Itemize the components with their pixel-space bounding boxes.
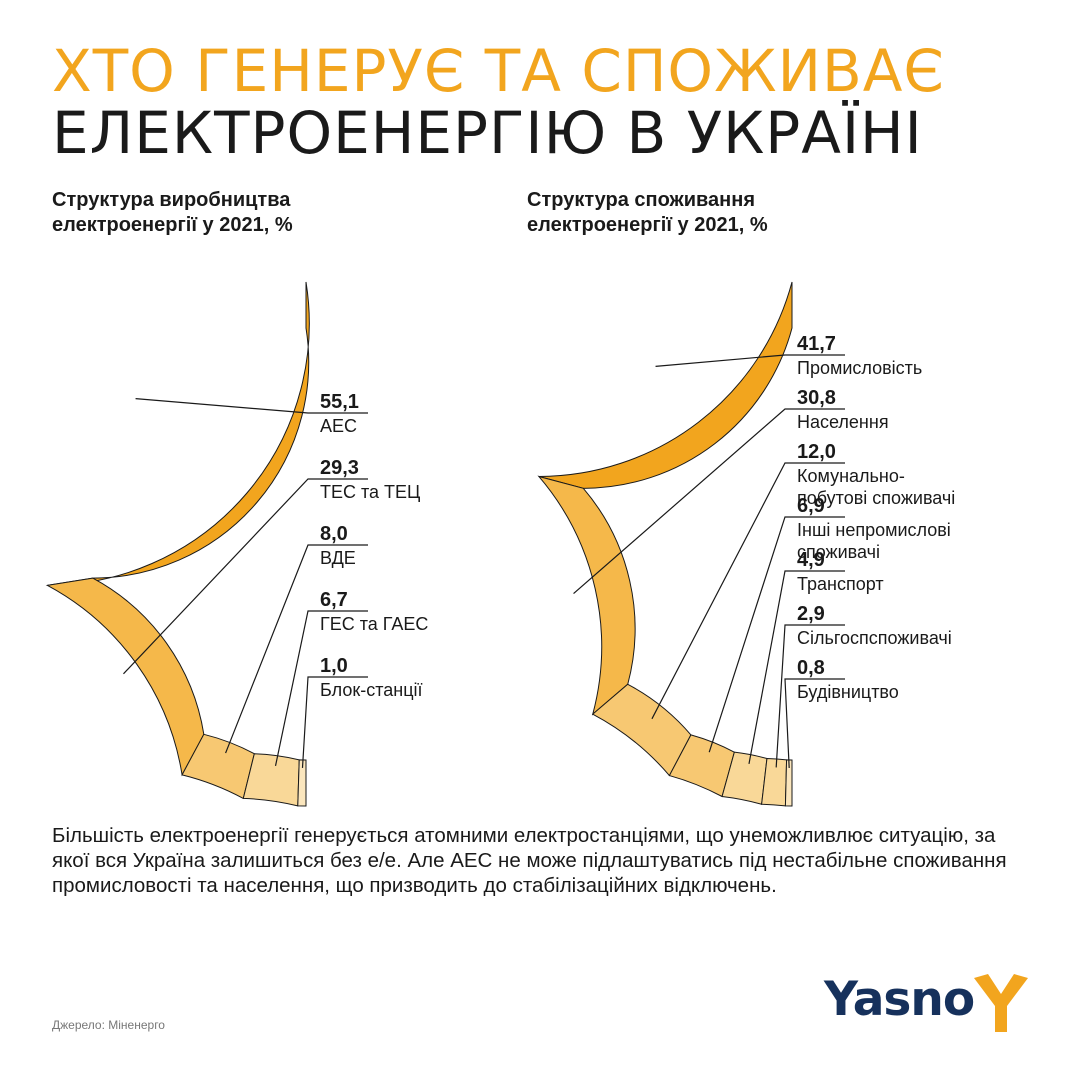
category-label-1-0: Промисловість (797, 358, 922, 378)
segment-0-4 (297, 759, 307, 807)
leader-line-0-2 (225, 544, 368, 754)
leader-line-1-5 (775, 624, 845, 768)
value-label-0-4: 1,0 (320, 655, 348, 677)
source-note: Джерело: Міненерго (52, 1018, 165, 1032)
yasno-logo: Yasno (824, 960, 1044, 1040)
chart-title-generation-line2: електроенергії у 2021, % (52, 214, 293, 236)
category-label-0-3: ГЕС та ГАЕС (320, 614, 428, 634)
chart-title-consumption-line1: Структура споживання (527, 189, 755, 211)
category-label-1-2-line2: побутові споживачі (797, 488, 955, 508)
category-label-1-2: Комунально- (797, 466, 905, 486)
chart-title-generation-line1: Структура виробництва (52, 189, 291, 211)
value-label-0-0: 55,1 (320, 391, 359, 413)
leader-line-1-4 (748, 570, 845, 764)
chart-title-generation: Структура виробництва електроенергії у 2… (52, 188, 293, 238)
category-label-1-3: Інші непромислові (797, 520, 951, 540)
page-title-line2: ЕЛЕКТРОЕНЕРГІЮ В УКРАЇНІ (52, 99, 923, 167)
segment-1-0 (538, 281, 793, 489)
charts-canvas: 55,1 АЕС 29,3 ТЕС та ТЕЦ 8,0 ВДЕ 6,7 ГЕС та ГАЕ… (45, 281, 955, 807)
category-label-1-6: Будівництво (797, 682, 899, 702)
category-label-1-3-line2: споживачі (797, 542, 880, 562)
category-label-0-4: Блок-станції (320, 680, 423, 700)
value-label-1-4: 4,9 (797, 549, 825, 571)
value-label-1-5: 2,9 (797, 603, 825, 625)
chart-0: 55,1 АЕС 29,3 ТЕС та ТЕЦ 8,0 ВДЕ 6,7 ГЕС та ГАЕ… (45, 281, 428, 807)
category-label-0-1: ТЕС та ТЕЦ (320, 482, 420, 502)
value-label-1-2: 12,0 (797, 441, 836, 463)
leader-line-1-3 (708, 516, 845, 753)
logo-text: Yasno (824, 972, 975, 1027)
leader-line-0-1 (123, 478, 368, 675)
value-label-1-6: 0,8 (797, 657, 825, 679)
page-title-line1: ХТО ГЕНЕРУЄ ТА СПОЖИВАЄ (52, 37, 945, 105)
value-label-0-3: 6,7 (320, 589, 348, 611)
leader-line-0-0 (135, 398, 368, 414)
segment-0-1 (45, 577, 205, 777)
segment-1-6 (784, 759, 793, 807)
leader-line-1-1 (573, 408, 845, 595)
value-label-1-1: 30,8 (797, 387, 836, 409)
category-label-0-2: ВДЕ (320, 548, 356, 568)
leader-line-1-2 (651, 462, 845, 720)
value-label-0-1: 29,3 (320, 457, 359, 479)
category-label-1-1: Населення (797, 412, 889, 432)
chart-title-consumption-line2: електроенергії у 2021, % (527, 214, 768, 236)
leader-line-1-0 (655, 354, 845, 367)
category-label-1-5: Сільгоспспоживачі (797, 628, 952, 648)
value-label-1-3: 6,9 (797, 495, 825, 517)
yasno-y-icon (974, 974, 1028, 1032)
leader-line-0-4 (301, 676, 368, 769)
leader-line-0-3 (274, 610, 368, 767)
segment-1-1 (537, 475, 636, 716)
leader-line-1-6 (784, 678, 845, 769)
description-text: Більшість електроенергії генерується ато… (52, 824, 1007, 897)
chart-1: 41,7 Промисловість 30,8 Населення 12,0 Комуна… (537, 281, 955, 807)
segment-0-0 (47, 281, 310, 586)
value-label-1-0: 41,7 (797, 333, 836, 355)
chart-title-consumption: Структура споживання електроенергії у 20… (527, 188, 768, 238)
value-label-0-2: 8,0 (320, 523, 348, 545)
category-label-1-4: Транспорт (797, 574, 884, 594)
category-label-0-0: АЕС (320, 416, 357, 436)
